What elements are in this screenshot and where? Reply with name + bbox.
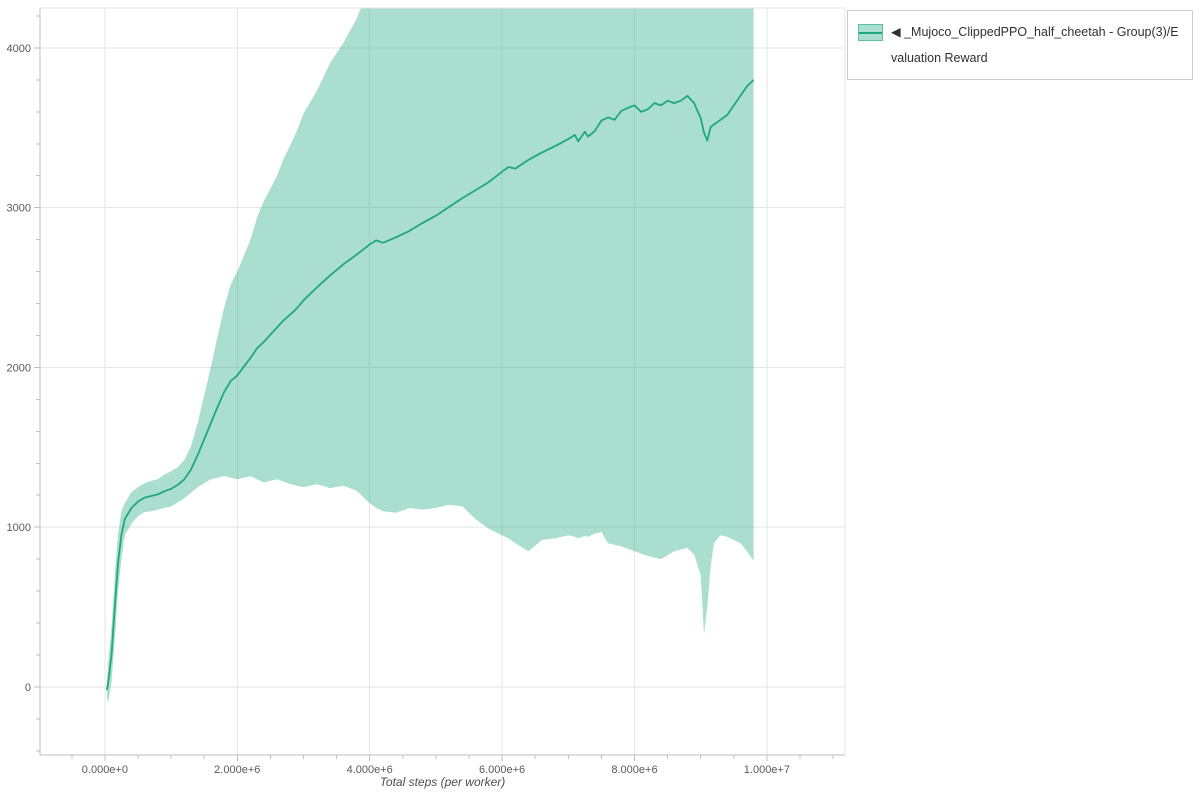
y-tick-label: 0	[25, 682, 31, 694]
legend-swatch-icon	[858, 24, 883, 41]
x-tick-label: 2.000e+6	[214, 764, 260, 776]
x-tick-label: 0.000e+0	[82, 764, 128, 776]
y-tick-label: 2000	[7, 362, 31, 374]
legend-swatch-line	[859, 32, 882, 34]
x-tick-label: 4.000e+6	[347, 764, 393, 776]
legend[interactable]: ◀ _Mujoco_ClippedPPO_half_cheetah - Grou…	[847, 10, 1193, 80]
mean-reward-line	[106, 79, 755, 691]
x-tick-label: 1.000e+7	[744, 764, 790, 776]
y-tick-label: 4000	[7, 43, 31, 55]
legend-label: _Mujoco_ClippedPPO_half_cheetah - Group(…	[891, 25, 1179, 65]
x-tick-label: 8.000e+6	[611, 764, 657, 776]
y-tick-label: 1000	[7, 522, 31, 534]
y-tick-label: 3000	[7, 203, 31, 215]
x-axis-label: Total steps (per worker)	[379, 775, 506, 789]
std-band	[106, 8, 754, 703]
legend-entry[interactable]: ◀ _Mujoco_ClippedPPO_half_cheetah - Grou…	[891, 19, 1182, 71]
legend-collapse-icon[interactable]: ◀	[891, 25, 901, 39]
x-tick-label: 6.000e+6	[479, 764, 525, 776]
